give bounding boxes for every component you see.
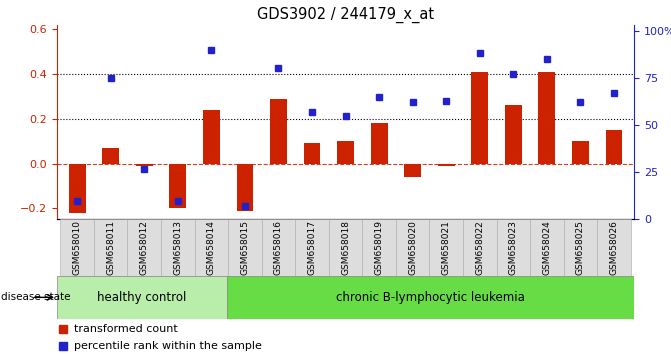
Text: GSM658026: GSM658026 xyxy=(609,220,619,275)
Text: chronic B-lymphocytic leukemia: chronic B-lymphocytic leukemia xyxy=(336,291,525,304)
Text: GSM658025: GSM658025 xyxy=(576,220,585,275)
Bar xyxy=(68,164,85,213)
Text: GSM658019: GSM658019 xyxy=(374,220,384,275)
Text: GSM658020: GSM658020 xyxy=(408,220,417,275)
Bar xyxy=(329,219,362,276)
Bar xyxy=(605,130,622,164)
Bar xyxy=(564,219,597,276)
Text: GSM658022: GSM658022 xyxy=(475,221,484,275)
Text: disease state: disease state xyxy=(1,292,70,302)
Bar xyxy=(337,141,354,164)
Bar xyxy=(60,219,94,276)
Bar xyxy=(362,219,396,276)
Bar xyxy=(303,143,320,164)
Bar xyxy=(161,219,195,276)
Bar xyxy=(505,105,521,164)
Text: GSM658013: GSM658013 xyxy=(173,220,183,275)
Bar xyxy=(169,164,186,208)
Text: percentile rank within the sample: percentile rank within the sample xyxy=(74,341,262,351)
Bar xyxy=(463,219,497,276)
Bar xyxy=(227,276,634,319)
Bar xyxy=(203,110,219,164)
Text: GSM658014: GSM658014 xyxy=(207,220,216,275)
Bar xyxy=(236,164,253,211)
Bar xyxy=(57,276,227,319)
Bar xyxy=(270,99,287,164)
Bar xyxy=(597,219,631,276)
Text: GSM658012: GSM658012 xyxy=(140,220,149,275)
Bar xyxy=(437,164,454,166)
Text: GSM658011: GSM658011 xyxy=(106,220,115,275)
Bar xyxy=(396,219,429,276)
Bar xyxy=(429,219,463,276)
Text: GSM658016: GSM658016 xyxy=(274,220,283,275)
Bar xyxy=(94,219,127,276)
Bar xyxy=(404,164,421,177)
Bar xyxy=(572,141,588,164)
Text: GSM658017: GSM658017 xyxy=(307,220,317,275)
Text: GSM658018: GSM658018 xyxy=(341,220,350,275)
Bar xyxy=(497,219,530,276)
Bar xyxy=(538,72,555,164)
Bar xyxy=(370,123,387,164)
Bar xyxy=(530,219,564,276)
Text: GSM658024: GSM658024 xyxy=(542,221,552,275)
Bar xyxy=(471,72,488,164)
Bar xyxy=(102,148,119,164)
Bar xyxy=(262,219,295,276)
Text: transformed count: transformed count xyxy=(74,324,178,333)
Text: GSM658021: GSM658021 xyxy=(442,220,451,275)
Bar xyxy=(228,219,262,276)
Title: GDS3902 / 244179_x_at: GDS3902 / 244179_x_at xyxy=(257,7,434,23)
Text: GSM658023: GSM658023 xyxy=(509,220,518,275)
Text: healthy control: healthy control xyxy=(97,291,187,304)
Bar xyxy=(195,219,228,276)
Bar xyxy=(136,164,152,166)
Bar xyxy=(127,219,161,276)
Text: GSM658015: GSM658015 xyxy=(240,220,250,275)
Text: GSM658010: GSM658010 xyxy=(72,220,82,275)
Bar xyxy=(295,219,329,276)
